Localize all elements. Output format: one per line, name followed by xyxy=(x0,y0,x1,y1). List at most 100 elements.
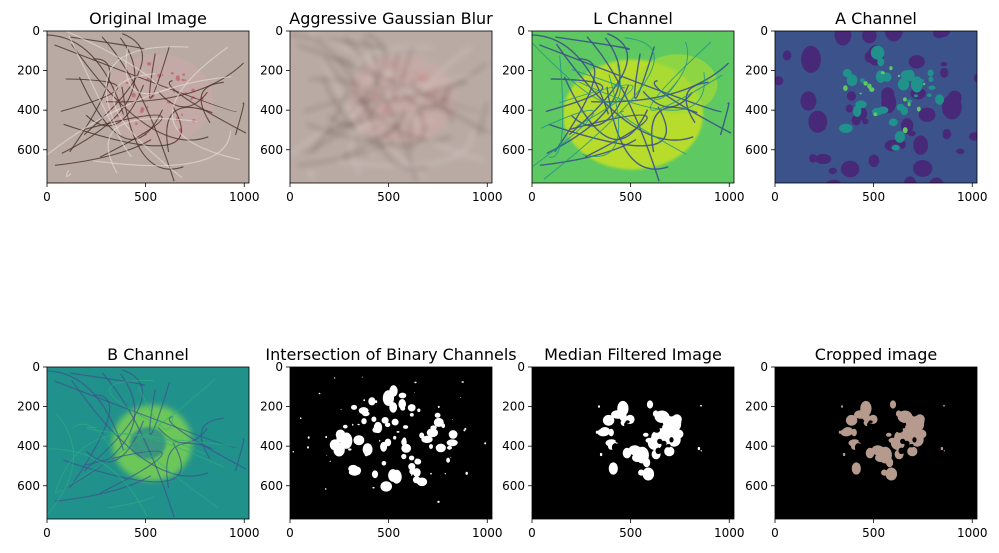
blob xyxy=(700,404,702,407)
blob xyxy=(897,410,913,423)
blob xyxy=(437,500,440,503)
hair-strand xyxy=(85,114,163,158)
x-tick-label: 0 xyxy=(286,190,294,204)
blob xyxy=(915,429,927,439)
blob xyxy=(928,177,944,183)
blob xyxy=(602,414,615,426)
blob xyxy=(922,82,926,86)
blob xyxy=(352,406,357,409)
blob xyxy=(361,376,363,378)
panel-title: A Channel xyxy=(835,9,917,28)
blob xyxy=(664,446,675,457)
hair-strand xyxy=(306,106,425,147)
axes-frame xyxy=(46,30,250,184)
blob xyxy=(840,160,860,178)
hair-strand xyxy=(356,73,426,178)
blob xyxy=(407,404,416,412)
x-tick-label: 1000 xyxy=(957,190,988,204)
blob xyxy=(912,437,917,443)
blob xyxy=(973,73,977,83)
hair-strand xyxy=(290,76,475,156)
hair-strand xyxy=(83,369,144,472)
blob xyxy=(372,427,380,433)
hair-strand xyxy=(93,130,232,167)
blob xyxy=(867,422,871,428)
x-tick-label: 500 xyxy=(134,190,157,204)
hair-strand xyxy=(85,84,145,127)
x-tick-label: 1000 xyxy=(714,526,745,540)
hair-strand xyxy=(578,72,705,111)
hair-strand xyxy=(620,110,687,155)
hair-strand xyxy=(591,62,730,103)
blob xyxy=(417,408,421,413)
blob xyxy=(175,75,180,81)
blob xyxy=(424,78,428,82)
y-tick-label: 600 xyxy=(502,143,525,157)
blob xyxy=(382,390,394,406)
panel-p2: Aggressive Gaussian Blur 0 500 1000 0 200 400 6… xyxy=(260,9,502,204)
blob xyxy=(446,457,450,463)
panel-title: Intersection of Binary Channels xyxy=(265,345,516,364)
blob xyxy=(942,129,952,140)
hair-strand xyxy=(54,380,237,449)
x-tick-label: 0 xyxy=(528,190,536,204)
blob xyxy=(913,135,928,155)
blob xyxy=(815,153,832,165)
blob xyxy=(318,392,321,395)
cropped-image xyxy=(775,367,977,519)
hair-strand xyxy=(70,372,145,386)
blob xyxy=(808,110,828,133)
hair-strand xyxy=(138,437,224,509)
y-tick-label: 600 xyxy=(260,143,283,157)
hair-strand xyxy=(328,84,388,127)
blob xyxy=(894,131,906,143)
blob xyxy=(425,73,429,76)
blob xyxy=(638,417,642,423)
blob xyxy=(910,416,925,428)
x-tick-label: 1000 xyxy=(714,190,745,204)
y-tick-label: 600 xyxy=(17,143,40,157)
blob xyxy=(909,444,914,448)
x-tick-label: 1000 xyxy=(957,526,988,540)
blob xyxy=(362,443,373,456)
x-tick-label: 500 xyxy=(377,190,400,204)
hair-strand xyxy=(409,106,456,153)
blob xyxy=(325,435,328,439)
blob xyxy=(452,442,454,444)
hair-strand xyxy=(113,73,183,178)
blob xyxy=(447,445,452,450)
panel-p3: L Channel 0 500 1000 0 200 400 600 xyxy=(502,9,744,204)
y-tick-label: 200 xyxy=(745,64,768,78)
x-tick-label: 500 xyxy=(862,190,885,204)
blob xyxy=(646,400,654,409)
y-tick-label: 400 xyxy=(17,103,40,117)
hair-strand xyxy=(166,442,213,489)
blob xyxy=(402,440,404,442)
blob xyxy=(891,144,900,151)
blob xyxy=(383,484,385,485)
blob xyxy=(384,422,391,428)
hair-strand xyxy=(63,106,182,147)
blob xyxy=(608,428,614,437)
blob xyxy=(441,423,446,429)
blob xyxy=(782,50,792,61)
y-tick-label: 0 xyxy=(32,24,40,38)
blob xyxy=(862,118,869,125)
hair-strand xyxy=(107,118,197,174)
hair-strand xyxy=(414,46,484,161)
blob xyxy=(903,176,917,183)
blob xyxy=(599,452,603,457)
y-tick-label: 600 xyxy=(745,479,768,493)
blob xyxy=(424,113,427,116)
axes-frame xyxy=(531,30,735,184)
hair-strand xyxy=(71,43,209,141)
panel-p1: Original Image 0 500 1000 0 200 400 600 xyxy=(17,9,259,204)
panel-p8: Cropped image 0 500 1000 0 200 400 600 xyxy=(745,345,987,540)
blob xyxy=(851,462,861,475)
hair-strand xyxy=(532,42,621,104)
blob xyxy=(855,100,867,109)
blob xyxy=(329,439,341,451)
hair-strand xyxy=(570,84,630,127)
blob xyxy=(911,76,923,93)
blob xyxy=(881,417,885,423)
